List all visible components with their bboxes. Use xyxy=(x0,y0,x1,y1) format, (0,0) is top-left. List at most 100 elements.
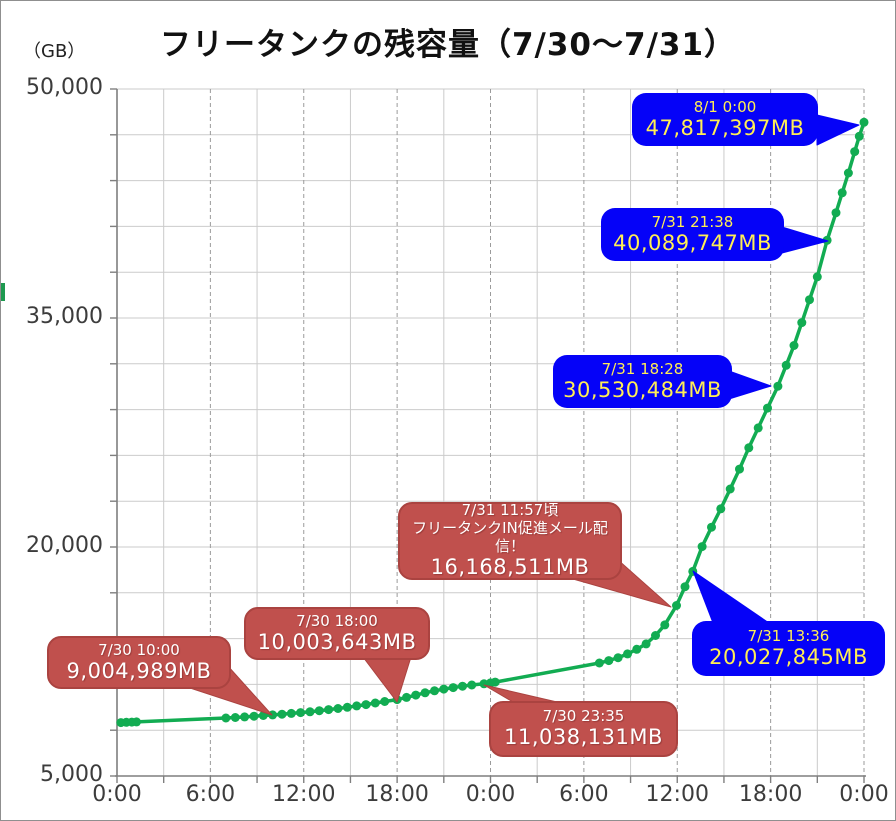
data-point-marker xyxy=(333,704,343,713)
callout-tail xyxy=(483,684,558,703)
x-axis-tick-label: 0:00 xyxy=(92,782,142,807)
data-point-marker xyxy=(735,464,744,474)
data-point-marker xyxy=(458,681,467,691)
callout-tail xyxy=(816,114,860,146)
callout-tail xyxy=(781,226,829,254)
data-point-marker xyxy=(831,208,841,218)
x-axis-tick-label: 0:00 xyxy=(465,782,516,807)
data-point-marker xyxy=(805,295,814,305)
callout-value: 30,530,484MB xyxy=(563,377,722,402)
x-axis-tick-label: 12:00 xyxy=(645,782,709,807)
data-point-marker xyxy=(789,341,799,350)
data-point-marker xyxy=(296,708,306,718)
data-point-marker xyxy=(305,707,315,717)
data-point-marker xyxy=(402,692,411,702)
callout-date: 7/30 18:00 xyxy=(296,611,378,630)
data-point-marker xyxy=(850,147,860,157)
data-point-marker xyxy=(660,620,670,630)
x-axis-tick-label: 6:00 xyxy=(185,782,236,807)
data-point-marker xyxy=(342,702,352,712)
x-axis-tick-label: 0:00 xyxy=(839,782,889,807)
callout-value: 11,038,131MB xyxy=(504,725,663,750)
callout-date: 7/31 13:36 xyxy=(747,626,830,645)
data-point-marker xyxy=(781,360,791,370)
callout-date: 7/31 18:28 xyxy=(601,359,684,378)
data-point-marker xyxy=(744,443,754,453)
data-point-marker xyxy=(380,697,390,706)
callout-date: 8/1 0:00 xyxy=(693,97,757,116)
callout-value: 10,003,643MB xyxy=(257,629,417,654)
callout-7-30-1800: 7/30 18:00 10,003,643MB xyxy=(244,607,430,660)
data-point-marker xyxy=(753,423,763,433)
data-point-marker xyxy=(439,684,449,694)
callout-value: 40,089,747MB xyxy=(613,230,772,255)
callout-date: 7/30 23:35 xyxy=(542,707,625,726)
data-point-marker xyxy=(361,700,371,710)
x-axis-tick-label: 12:00 xyxy=(272,782,336,807)
clipped-green-shape xyxy=(1,283,5,301)
data-point-marker xyxy=(623,649,632,659)
data-point-marker xyxy=(773,381,783,391)
callout-value: 9,004,989MB xyxy=(66,658,212,683)
data-point-marker xyxy=(352,701,362,711)
callout-date: 7/31 11:57頃 xyxy=(461,501,559,520)
callout-7-31-1336: 7/31 13:36 20,027,845MB xyxy=(692,621,885,676)
callout-value: 47,817,397MB xyxy=(645,115,805,140)
x-axis-tick-label: 18:00 xyxy=(365,782,429,807)
data-point-marker xyxy=(707,522,716,532)
callout-7-31-1828: 7/31 18:28 30,530,484MB xyxy=(553,355,732,408)
data-point-marker xyxy=(697,542,707,552)
data-point-marker xyxy=(797,318,807,328)
data-point-marker xyxy=(420,688,430,698)
data-point-marker xyxy=(324,705,334,715)
data-point-marker xyxy=(411,690,421,700)
callout-7-30-1000: 7/30 10:00 9,004,989MB xyxy=(47,636,231,689)
x-axis-tick-label: 18:00 xyxy=(738,782,803,807)
y-axis-tick-label: 20,000 xyxy=(26,533,103,558)
data-point-marker xyxy=(632,644,642,654)
data-point-marker xyxy=(277,709,287,719)
data-point-marker xyxy=(594,658,604,668)
data-point-marker xyxy=(240,712,250,722)
data-point-marker xyxy=(467,680,477,690)
data-point-marker xyxy=(370,698,380,708)
callout-tail xyxy=(728,370,772,400)
data-point-marker xyxy=(854,131,864,141)
callout-note: フリータンクIN促進メール配信！ xyxy=(412,519,608,556)
y-axis-unit-label: （GB） xyxy=(23,41,86,62)
data-point-marker xyxy=(613,653,623,663)
callout-tail xyxy=(692,570,770,624)
data-point-marker xyxy=(286,708,296,718)
x-axis-tick-label: 6:00 xyxy=(559,782,609,807)
data-point-marker xyxy=(221,713,231,723)
callout-7-30-2335: 7/30 23:35 11,038,131MB xyxy=(489,701,678,757)
data-point-marker xyxy=(763,403,772,413)
data-point-marker xyxy=(249,711,259,721)
data-point-marker xyxy=(837,188,847,198)
data-point-marker xyxy=(490,677,500,687)
callout-7-31-1157-mail: 7/31 11:57頃 フリータンクIN促進メール配信！ 16,168,511M… xyxy=(398,501,622,580)
y-axis-tick-label: 35,000 xyxy=(26,304,103,329)
data-point-marker xyxy=(641,639,651,649)
callout-date: 7/31 21:38 xyxy=(651,212,734,231)
callout-7-31-2138: 7/31 21:38 40,089,747MB xyxy=(601,208,784,261)
data-point-marker xyxy=(672,601,681,610)
data-point-marker xyxy=(680,582,690,592)
callout-date: 7/30 10:00 xyxy=(98,640,180,659)
y-axis-tick-label: 5,000 xyxy=(40,762,103,787)
data-point-marker xyxy=(843,168,853,178)
data-point-marker xyxy=(448,683,458,693)
data-point-marker xyxy=(230,713,240,722)
data-point-marker xyxy=(430,686,439,696)
data-point-marker xyxy=(859,117,869,127)
callout-8-1-0000: 8/1 0:00 47,817,397MB xyxy=(632,93,818,146)
data-point-marker xyxy=(651,631,660,640)
data-point-marker xyxy=(725,484,735,494)
data-point-marker xyxy=(314,706,324,716)
callout-value: 20,027,845MB xyxy=(709,644,868,669)
data-point-marker xyxy=(716,504,726,514)
data-point-marker xyxy=(812,272,822,282)
chart-title: フリータンクの残容量（7/30～7/31） xyxy=(159,27,737,63)
